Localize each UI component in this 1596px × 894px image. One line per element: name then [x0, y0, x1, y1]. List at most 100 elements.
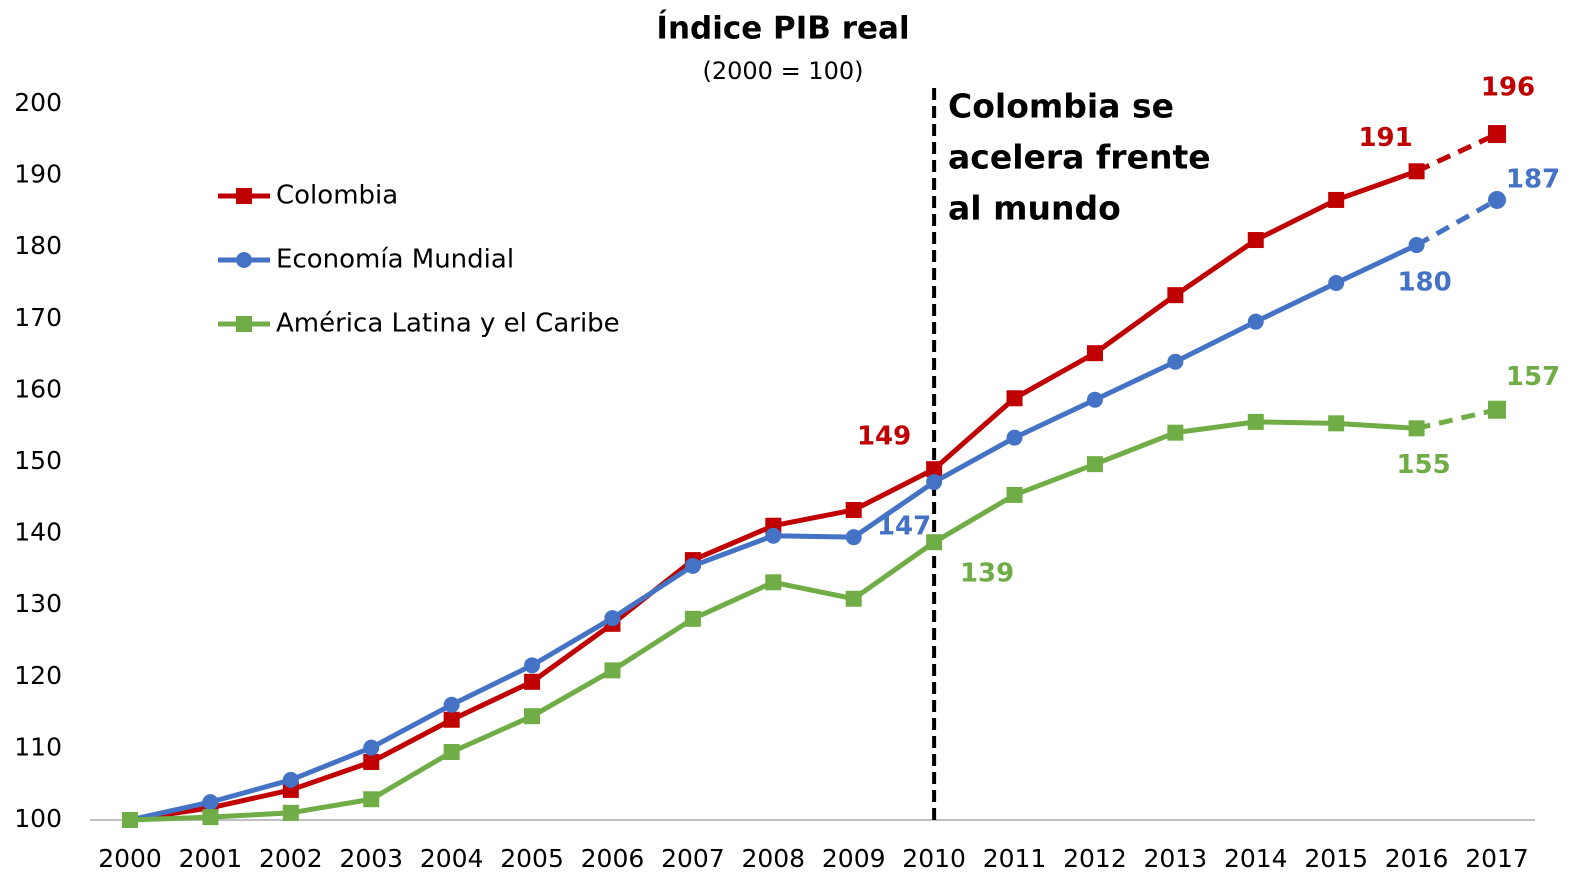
point [202, 794, 219, 811]
x-tick-label: 2014 [1224, 844, 1288, 873]
point [1408, 420, 1425, 437]
point [1328, 415, 1345, 432]
y-tick-label: 130 [14, 589, 62, 618]
point [1488, 190, 1506, 209]
series-line-dashed [1416, 407, 1498, 431]
chart-title: Índice PIB real [656, 11, 909, 47]
annotation: Colombia se [948, 87, 1174, 126]
annotation: al mundo [948, 189, 1121, 228]
y-tick-label: 170 [14, 303, 62, 332]
point [684, 610, 701, 627]
point [443, 696, 460, 713]
legend-marker [236, 252, 252, 268]
point [765, 574, 782, 591]
point [1488, 125, 1506, 144]
point [926, 461, 943, 478]
point [363, 754, 380, 771]
y-tick-label: 120 [14, 661, 62, 690]
point [524, 657, 541, 674]
point [845, 529, 862, 546]
point [1328, 275, 1345, 291]
point [1408, 163, 1425, 180]
point [363, 791, 380, 808]
point [1247, 313, 1264, 330]
point [1247, 232, 1264, 249]
y-tick-label: 140 [14, 518, 62, 547]
y-tick-label: 100 [14, 804, 62, 833]
point [845, 501, 862, 518]
point [524, 708, 541, 725]
point [845, 590, 862, 607]
point [282, 771, 299, 788]
data-label: 139 [960, 559, 1014, 589]
x-tick-label: 2010 [902, 844, 966, 873]
series-line-dashed [1415, 197, 1499, 248]
data-label: 157 [1506, 362, 1560, 392]
point [363, 739, 380, 756]
annotation: acelera frente [948, 138, 1211, 177]
x-tick-label: 2009 [822, 844, 886, 873]
data-label: 196 [1481, 73, 1535, 103]
point [1488, 400, 1506, 419]
point [1167, 287, 1184, 304]
point [1408, 237, 1425, 254]
point [282, 804, 299, 821]
x-tick-label: 2007 [661, 844, 725, 873]
x-tick-label: 2004 [420, 844, 484, 873]
point [1086, 345, 1103, 362]
x-tick-label: 2000 [98, 844, 162, 873]
data-label: 191 [1358, 123, 1412, 153]
legend-label: América Latina y el Caribe [276, 309, 620, 339]
point [443, 743, 460, 760]
point [443, 711, 460, 728]
point [926, 534, 943, 551]
point [1086, 391, 1103, 408]
data-label: 155 [1396, 450, 1450, 480]
point [1328, 191, 1345, 208]
point [1006, 486, 1023, 503]
point [122, 812, 138, 828]
x-tick-label: 2016 [1385, 844, 1449, 873]
point [524, 673, 541, 690]
point [604, 610, 621, 627]
y-tick-label: 150 [14, 446, 62, 475]
x-tick-label: 2006 [581, 844, 645, 873]
y-tick-label: 190 [14, 160, 62, 189]
y-tick-label: 110 [14, 732, 62, 761]
point [765, 527, 782, 544]
data-label: 180 [1397, 268, 1451, 298]
x-tick-label: 2012 [1063, 844, 1127, 873]
x-tick-label: 2003 [339, 844, 403, 873]
x-tick-label: 2015 [1304, 844, 1368, 873]
point [604, 662, 621, 679]
data-label: 147 [877, 512, 931, 542]
x-tick-label: 2008 [741, 844, 805, 873]
x-tick-label: 2005 [500, 844, 564, 873]
data-label: 149 [857, 422, 911, 452]
chart-subtitle: (2000 = 100) [703, 57, 864, 85]
series-line [129, 419, 1417, 823]
point [684, 557, 701, 574]
series-line-dashed [1415, 131, 1499, 174]
point [1086, 456, 1103, 473]
legend-label: Economía Mundial [276, 245, 514, 275]
point [1167, 424, 1184, 441]
legend-label: Colombia [276, 181, 398, 211]
point [202, 809, 219, 826]
x-tick-label: 2001 [179, 844, 243, 873]
x-tick-label: 2017 [1465, 844, 1529, 873]
legend-marker [236, 316, 252, 332]
point [1006, 429, 1023, 446]
legend-marker [236, 188, 252, 204]
x-tick-label: 2013 [1144, 844, 1208, 873]
x-tick-label: 2011 [983, 844, 1047, 873]
y-tick-label: 180 [14, 231, 62, 260]
x-tick-label: 2002 [259, 844, 323, 873]
point [1247, 413, 1264, 430]
data-label: 187 [1506, 164, 1560, 194]
y-tick-label: 160 [14, 374, 62, 403]
point [1167, 353, 1184, 370]
y-tick-label: 200 [14, 88, 62, 117]
